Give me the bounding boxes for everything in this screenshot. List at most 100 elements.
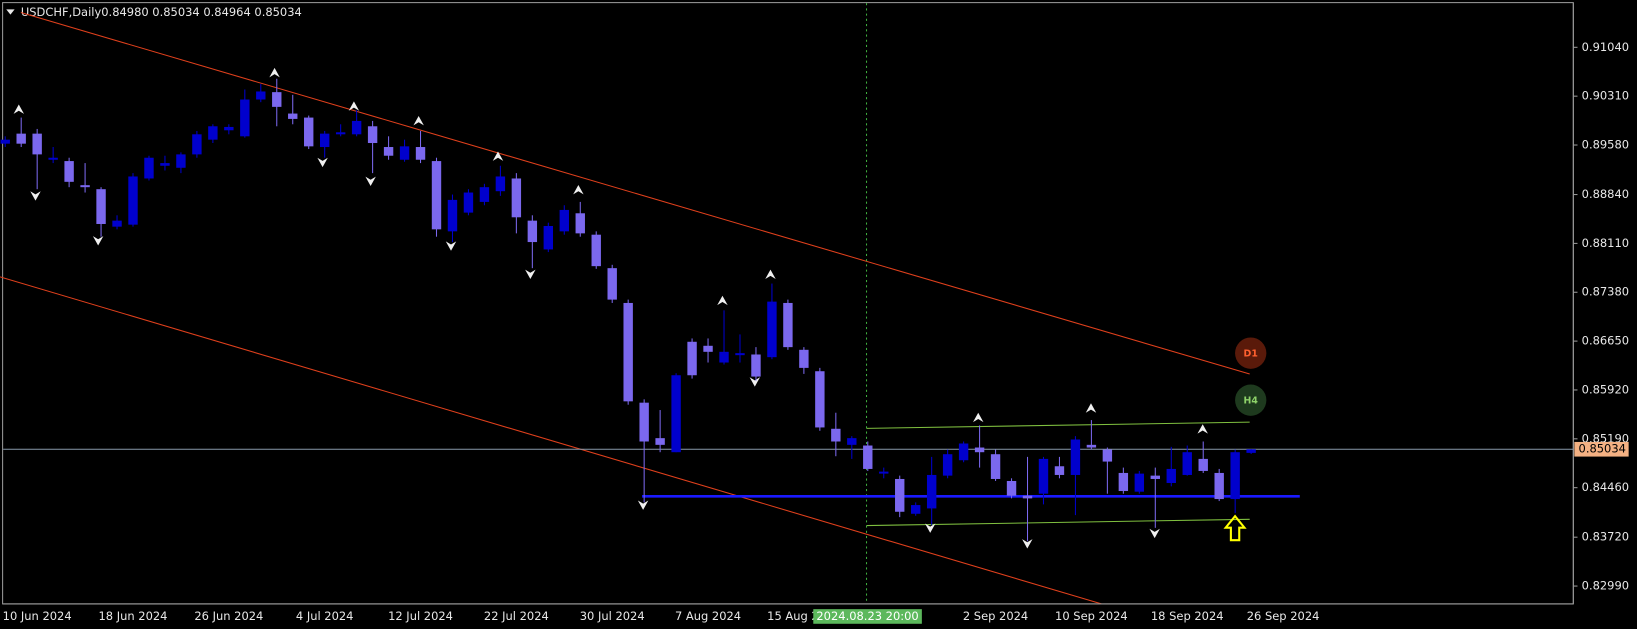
x-tick-label: 12 Jul 2024 xyxy=(388,609,453,623)
fractal-down xyxy=(1149,528,1160,539)
fractal-up xyxy=(717,295,728,306)
candle-body xyxy=(479,187,490,202)
candle-body xyxy=(639,402,649,442)
candle-body xyxy=(399,146,410,160)
candle-body xyxy=(32,133,42,155)
fractal-up xyxy=(492,151,504,161)
x-tick-label: 4 Jul 2024 xyxy=(296,609,354,623)
badge[interactable] xyxy=(1235,384,1267,416)
candle-body xyxy=(719,351,729,363)
chart-title: USDCHF,Daily xyxy=(21,5,102,19)
candle-body xyxy=(1006,480,1017,496)
y-tick-label: 0.87380 xyxy=(1582,285,1629,299)
y-tick-label: 0.91040 xyxy=(1582,40,1629,54)
candle-body xyxy=(831,428,841,442)
candle-body xyxy=(495,176,506,192)
x-tick-label: 10 Jun 2024 xyxy=(3,609,72,623)
candle-body xyxy=(767,301,777,358)
y-tick-label: 0.85190 xyxy=(1582,431,1629,445)
candle-body xyxy=(783,302,793,348)
cursor-label: 2024.08.23 20:00 xyxy=(816,609,918,623)
candle-body xyxy=(687,341,697,376)
y-tick-label: 0.90310 xyxy=(1582,89,1629,103)
candle-body xyxy=(799,349,809,368)
fractal-down xyxy=(637,500,649,510)
candle-body xyxy=(272,92,282,107)
badge-label: D1 xyxy=(1244,349,1258,360)
candle-body xyxy=(1214,472,1224,500)
candle-body xyxy=(1054,466,1065,475)
candle-body xyxy=(192,134,202,155)
y-tick-label: 0.84460 xyxy=(1582,480,1629,494)
candle-body xyxy=(655,438,665,445)
fractal-up xyxy=(1197,424,1208,434)
candle-body xyxy=(1118,472,1129,492)
y-tick-label: 0.86650 xyxy=(1582,334,1629,348)
quote: 0.84980 0.85034 0.84964 0.85034 xyxy=(101,5,302,19)
y-tick-label: 0.89580 xyxy=(1582,138,1629,152)
x-tick-label: 26 Sep 2024 xyxy=(1247,609,1320,623)
x-tick-label: 18 Sep 2024 xyxy=(1151,609,1224,623)
candle-body xyxy=(224,126,234,131)
y-tick-label: 0.88110 xyxy=(1582,236,1629,250)
candle-body xyxy=(1102,449,1113,462)
candle-body xyxy=(447,199,458,232)
menu-triangle[interactable] xyxy=(6,9,15,15)
x-tick-label: 18 Jun 2024 xyxy=(99,609,168,623)
candle-body xyxy=(559,209,569,232)
channel-line xyxy=(866,518,1250,527)
signal-arrow xyxy=(1223,514,1247,542)
fractal-down xyxy=(365,176,376,186)
candle-body xyxy=(623,302,633,402)
candle-body xyxy=(1182,452,1192,475)
candle-body xyxy=(96,189,106,224)
candle-body xyxy=(319,133,330,148)
candle-body xyxy=(1022,495,1033,499)
candle-body xyxy=(415,147,426,160)
candle-body xyxy=(895,478,905,512)
candle-body xyxy=(1246,449,1256,453)
candle-body xyxy=(847,438,857,445)
candle-body xyxy=(879,471,889,474)
fractal-down xyxy=(317,157,328,168)
candle-body xyxy=(974,447,985,453)
current-price-box xyxy=(1574,441,1629,457)
y-tick-label: 0.88840 xyxy=(1582,187,1629,201)
channel-line xyxy=(866,421,1250,429)
candle-body xyxy=(240,99,250,137)
candle-body xyxy=(703,345,713,352)
candle-body xyxy=(1134,473,1145,492)
candle-body xyxy=(575,213,585,234)
candle-body xyxy=(80,185,90,188)
current-price-label: 0.85034 xyxy=(1579,442,1626,456)
candle-body xyxy=(335,132,346,135)
fractal-down xyxy=(924,523,936,533)
candle-body xyxy=(751,354,761,377)
fractal-up xyxy=(1085,403,1097,413)
candle-body xyxy=(942,454,953,476)
x-tick-label: 2 Sep 2024 xyxy=(963,609,1028,623)
candle-body xyxy=(863,445,873,469)
candle-body xyxy=(304,117,314,147)
fractal-down xyxy=(92,236,104,246)
candle-body xyxy=(176,154,186,168)
candle-body xyxy=(383,147,394,156)
candle-body xyxy=(16,133,26,144)
candle-body xyxy=(1086,444,1097,448)
candle-body xyxy=(1150,475,1160,479)
trend-line xyxy=(0,276,1102,605)
fractal-down xyxy=(1022,539,1033,549)
fractal-up xyxy=(765,269,776,279)
candle-body xyxy=(208,126,218,140)
candle-body xyxy=(926,474,937,509)
candle-body xyxy=(607,268,617,300)
badge[interactable] xyxy=(1235,337,1267,369)
candle-body xyxy=(1230,452,1240,500)
candle-body xyxy=(1038,458,1049,494)
candle-body xyxy=(0,139,10,144)
fractal-down xyxy=(525,269,536,279)
candle-body xyxy=(591,234,601,267)
fractal-up xyxy=(413,115,424,126)
candle-body xyxy=(1070,439,1081,475)
